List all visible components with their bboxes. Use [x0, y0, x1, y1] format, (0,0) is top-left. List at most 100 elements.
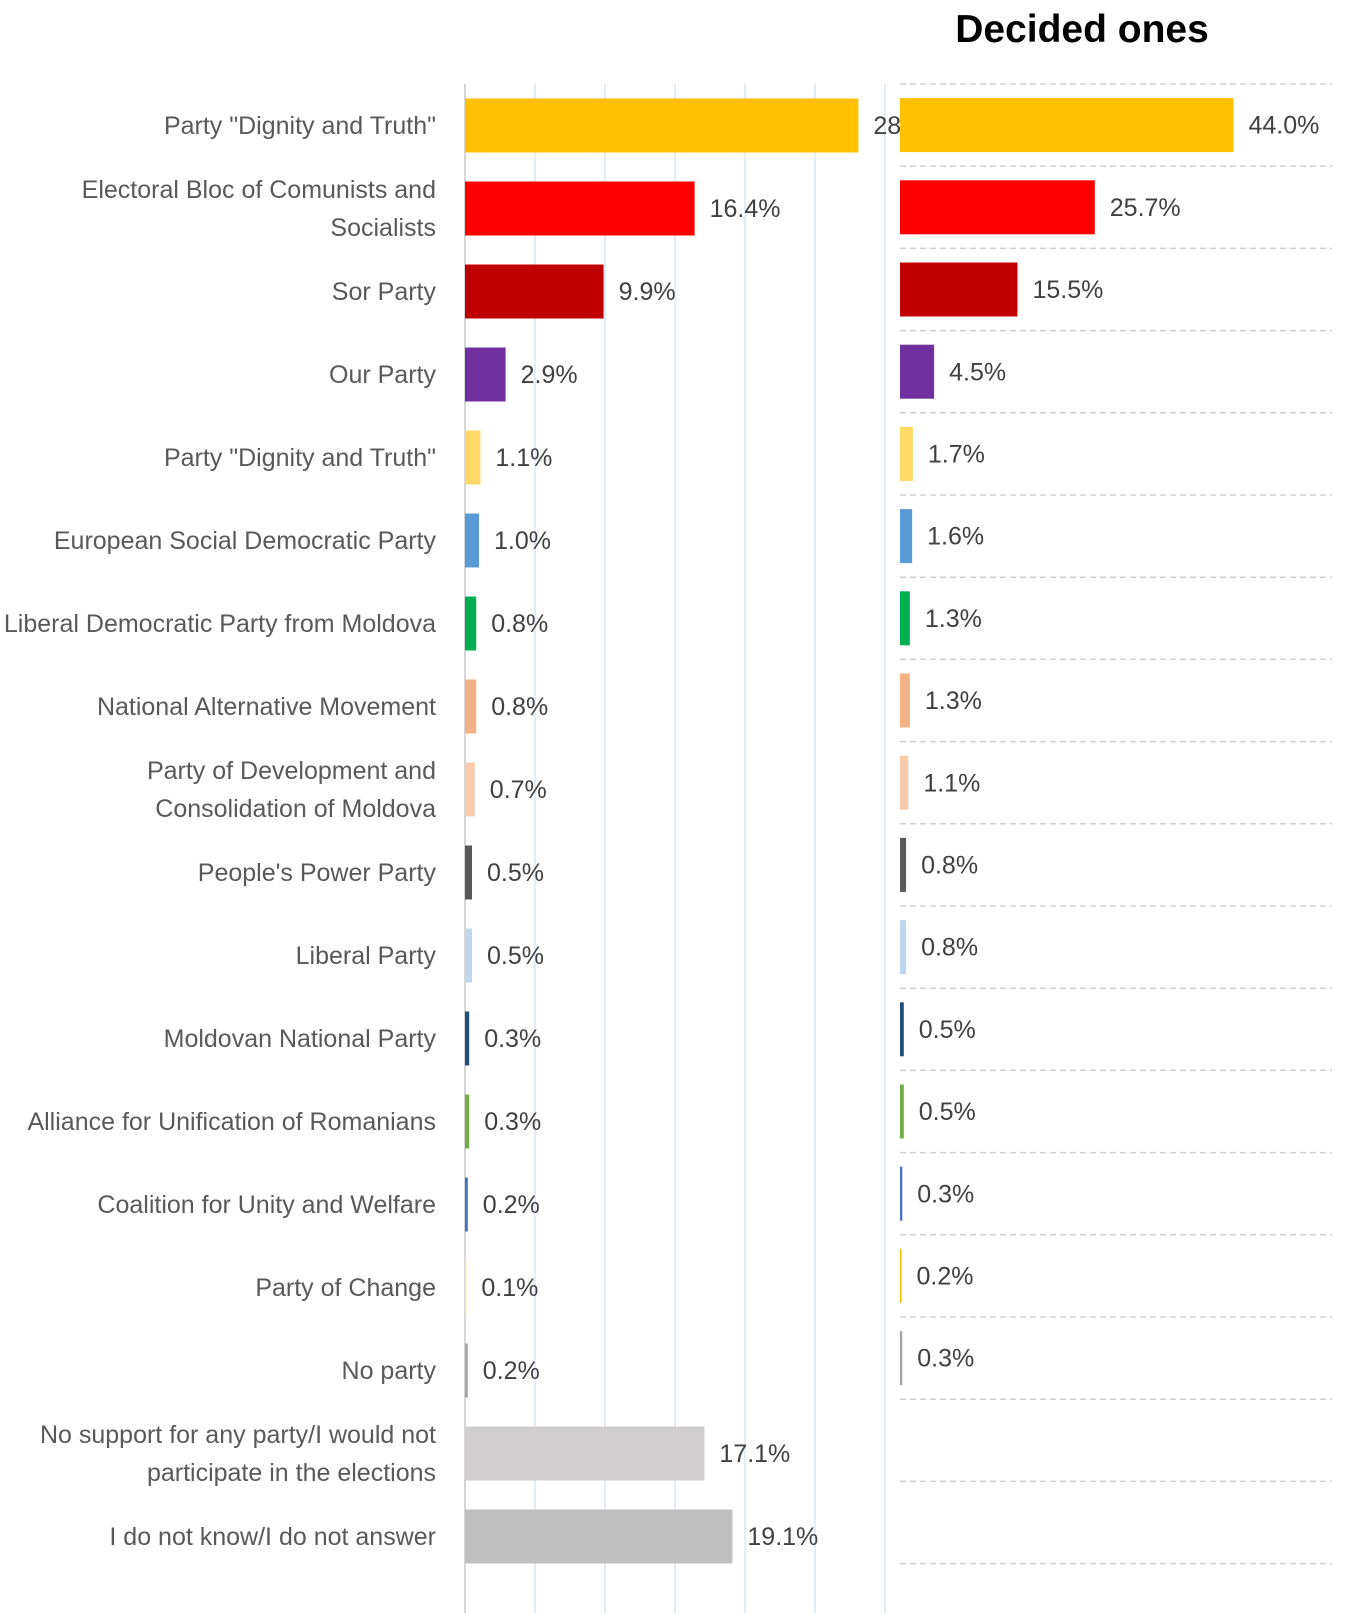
bar — [465, 762, 475, 817]
category-label: Party of Development and Consolidation o… — [0, 748, 436, 831]
value-label: 9.9% — [619, 278, 676, 306]
value-label: 17.1% — [719, 1440, 790, 1468]
category-label: I do not know/I do not answer — [0, 1495, 436, 1578]
category-label: No party — [0, 1329, 436, 1412]
value-label: 1.1% — [923, 769, 980, 797]
category-label: Party "Dignity and Truth" — [0, 416, 436, 499]
bar — [900, 1331, 903, 1386]
value-label: 0.8% — [921, 934, 978, 962]
value-label: 16.4% — [710, 195, 781, 223]
value-label: 0.5% — [487, 942, 544, 970]
value-label: 0.2% — [483, 1357, 540, 1385]
category-label: Electoral Bloc of Comunists and Socialis… — [0, 167, 436, 250]
category-text: Liberal Party — [295, 941, 436, 970]
value-label: 0.3% — [484, 1108, 541, 1136]
bar — [900, 837, 907, 892]
value-label: 44.0% — [1248, 112, 1319, 140]
value-label: 0.3% — [917, 1345, 974, 1373]
value-label: 1.6% — [927, 523, 984, 551]
bar — [465, 679, 477, 734]
bar — [900, 591, 910, 646]
bar — [465, 1509, 733, 1564]
category-text: Party of Change — [255, 1273, 436, 1302]
value-label: 1.7% — [928, 441, 985, 469]
category-label: Our Party — [0, 333, 436, 416]
category-label: Liberal Democratic Party from Moldova — [0, 582, 436, 665]
category-text: Party "Dignity and Truth" — [163, 111, 436, 140]
category-text: Electoral Bloc of Comunists and Socialis… — [81, 175, 436, 242]
bar — [465, 928, 472, 983]
bar — [900, 344, 935, 399]
bar — [465, 513, 479, 568]
bar — [465, 1426, 705, 1481]
category-text: Moldovan National Party — [163, 1024, 436, 1053]
value-label: 0.7% — [490, 776, 547, 804]
value-label: 0.5% — [919, 1016, 976, 1044]
bar — [900, 755, 909, 810]
bar — [465, 347, 506, 402]
category-label: Moldovan National Party — [0, 997, 436, 1080]
bar — [900, 426, 913, 481]
bar — [900, 1084, 904, 1139]
category-text: No party — [341, 1356, 436, 1385]
value-label: 0.8% — [921, 852, 978, 880]
category-text: Coalition for Unity and Welfare — [97, 1190, 436, 1219]
value-label: 0.1% — [481, 1274, 538, 1302]
bar — [465, 1260, 467, 1315]
category-label: No support for any party/I would not par… — [0, 1412, 436, 1495]
bar — [465, 845, 472, 900]
category-label: Party "Dignity and Truth" — [0, 84, 436, 167]
bar — [900, 920, 907, 975]
category-label: Coalition for Unity and Welfare — [0, 1163, 436, 1246]
value-label: 0.2% — [483, 1191, 540, 1219]
category-text: European Social Democratic Party — [53, 526, 436, 555]
bar — [465, 98, 859, 153]
bar — [900, 180, 1095, 235]
bar — [465, 1177, 468, 1232]
value-label: 4.5% — [949, 358, 1006, 386]
value-label: 0.3% — [484, 1025, 541, 1053]
category-text: Our Party — [329, 360, 436, 389]
category-text: Alliance for Unification of Romanians — [27, 1107, 436, 1136]
category-label: National Alternative Movement — [0, 665, 436, 748]
bar — [900, 673, 910, 728]
bar — [465, 1343, 468, 1398]
value-label: 0.2% — [917, 1263, 974, 1291]
category-text: National Alternative Movement — [96, 692, 436, 721]
category-label: People's Power Party — [0, 831, 436, 914]
bar — [900, 262, 1018, 317]
value-label: 0.5% — [919, 1098, 976, 1126]
bar — [900, 1166, 903, 1221]
value-label: 25.7% — [1110, 194, 1181, 222]
category-text: People's Power Party — [197, 858, 436, 887]
category-text: Liberal Democratic Party from Moldova — [3, 609, 436, 638]
value-label: 2.9% — [521, 361, 578, 389]
bar — [900, 1248, 902, 1303]
value-label: 1.0% — [494, 527, 551, 555]
value-label: 0.3% — [917, 1180, 974, 1208]
bar — [465, 1094, 470, 1149]
value-label: 0.8% — [491, 693, 548, 721]
value-label: 15.5% — [1032, 276, 1103, 304]
value-label: 1.3% — [925, 687, 982, 715]
bar — [465, 1011, 470, 1066]
bar — [900, 509, 913, 564]
value-label: 1.3% — [925, 605, 982, 633]
category-label: Party of Change — [0, 1246, 436, 1329]
bar — [900, 1002, 904, 1057]
bar — [465, 181, 695, 236]
category-text: I do not know/I do not answer — [109, 1522, 436, 1551]
value-label: 19.1% — [747, 1523, 818, 1551]
category-label: Liberal Party — [0, 914, 436, 997]
bar — [465, 430, 481, 485]
category-text: Sor Party — [331, 277, 436, 306]
category-label: European Social Democratic Party — [0, 499, 436, 582]
value-label: 0.5% — [487, 859, 544, 887]
chart-title: Decided ones — [955, 8, 1209, 51]
bar — [465, 596, 477, 651]
value-label: 0.8% — [491, 610, 548, 638]
category-label: Alliance for Unification of Romanians — [0, 1080, 436, 1163]
bar — [900, 98, 1234, 153]
category-label: Sor Party — [0, 250, 436, 333]
